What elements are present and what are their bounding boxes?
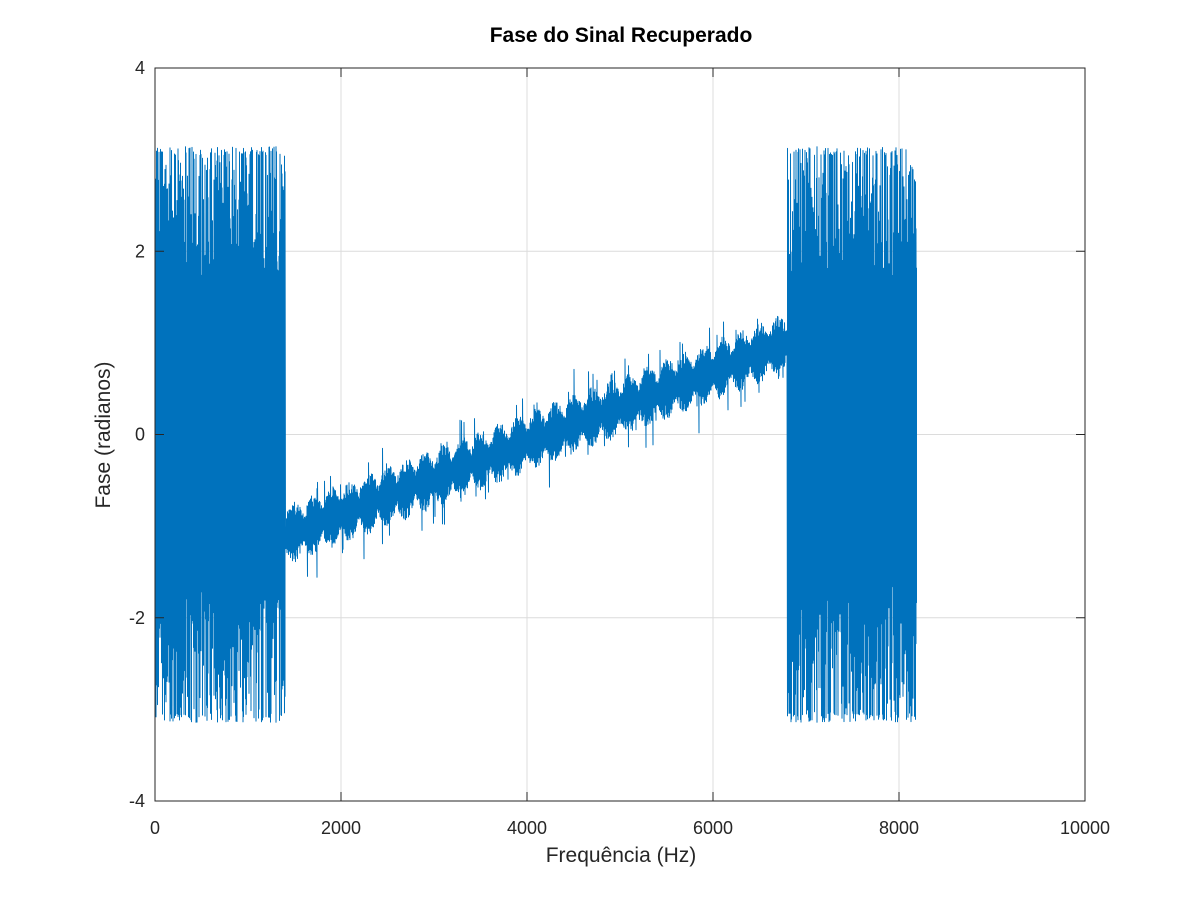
x-axis-label: Frequência (Hz) <box>546 844 697 867</box>
y-tick-label: 2 <box>135 241 145 261</box>
y-axis-label: Fase (radianos) <box>92 361 115 508</box>
chart-title: Fase do Sinal Recuperado <box>490 24 753 47</box>
x-tick-label: 10000 <box>1060 818 1110 838</box>
plot-area <box>154 146 917 723</box>
x-tick-label: 0 <box>150 818 160 838</box>
y-tick-label: -2 <box>129 608 145 628</box>
y-tick-label: -4 <box>129 791 145 811</box>
phase-series-line <box>154 146 917 723</box>
x-tick-label: 8000 <box>879 818 919 838</box>
axes: 0 2000 4000 6000 8000 10000 -4 -2 0 2 4 <box>129 58 1110 838</box>
x-tick-label: 4000 <box>507 818 547 838</box>
y-tick-label: 0 <box>135 425 145 445</box>
x-tick-label: 6000 <box>693 818 733 838</box>
x-tick-label: 2000 <box>321 818 361 838</box>
y-tick-label: 4 <box>135 58 145 78</box>
